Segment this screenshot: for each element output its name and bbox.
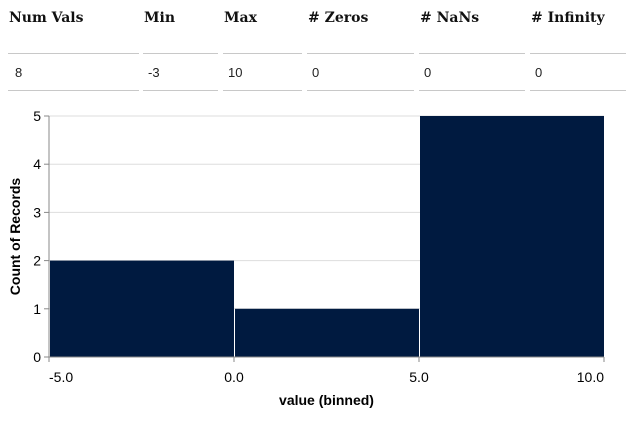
header-rule xyxy=(307,53,414,54)
stats-value-min: -3 xyxy=(148,65,160,80)
header-rule xyxy=(8,53,139,54)
header-rule xyxy=(223,53,302,54)
row-rule xyxy=(143,90,218,91)
y-tick-label: 0 xyxy=(33,349,41,365)
stats-value-num-vals: 8 xyxy=(15,65,23,80)
stats-header-infinity: # Infinity xyxy=(531,10,605,26)
x-tick-label: 10.0 xyxy=(577,369,604,385)
row-rule xyxy=(530,90,626,91)
stats-value-infinity: 0 xyxy=(535,65,543,80)
stats-header-min: Min xyxy=(144,10,175,26)
axes: 0 1 2 3 4 5 -5.0 0.0 5.0 10.0 xyxy=(33,108,605,385)
y-axis-title: Count of Records xyxy=(7,178,23,296)
y-tick-label: 3 xyxy=(33,204,41,220)
stats-value-max: 10 xyxy=(228,65,243,80)
x-tick-label: -5.0 xyxy=(49,369,73,385)
summary-stats-table: Num Vals Min Max # Zeros # NaNs # Infini… xyxy=(6,0,626,92)
histogram-bar xyxy=(420,116,604,357)
header-rule xyxy=(143,53,218,54)
stats-header-max: Max xyxy=(224,10,257,26)
stats-value-nans: 0 xyxy=(424,65,432,80)
stats-value-zeros: 0 xyxy=(312,65,320,80)
stats-header-nans: # NaNs xyxy=(420,10,480,26)
y-tick-label: 5 xyxy=(33,108,41,124)
bars xyxy=(50,116,604,357)
stats-header-num-vals: Num Vals xyxy=(9,10,84,26)
y-tick-label: 4 xyxy=(33,156,41,172)
y-tick-label: 1 xyxy=(33,301,41,317)
row-rule xyxy=(223,90,302,91)
row-rule xyxy=(8,90,139,91)
row-rule xyxy=(307,90,414,91)
header-rule xyxy=(419,53,525,54)
histogram-bar xyxy=(50,260,234,357)
histogram-bar xyxy=(235,308,419,357)
x-axis-title: value (binned) xyxy=(279,392,374,408)
y-tick-label: 2 xyxy=(33,253,41,269)
x-tick-label: 0.0 xyxy=(224,369,244,385)
header-rule xyxy=(530,53,626,54)
row-rule xyxy=(419,90,525,91)
x-tick-label: 5.0 xyxy=(409,369,429,385)
stats-header-zeros: # Zeros xyxy=(308,10,369,26)
